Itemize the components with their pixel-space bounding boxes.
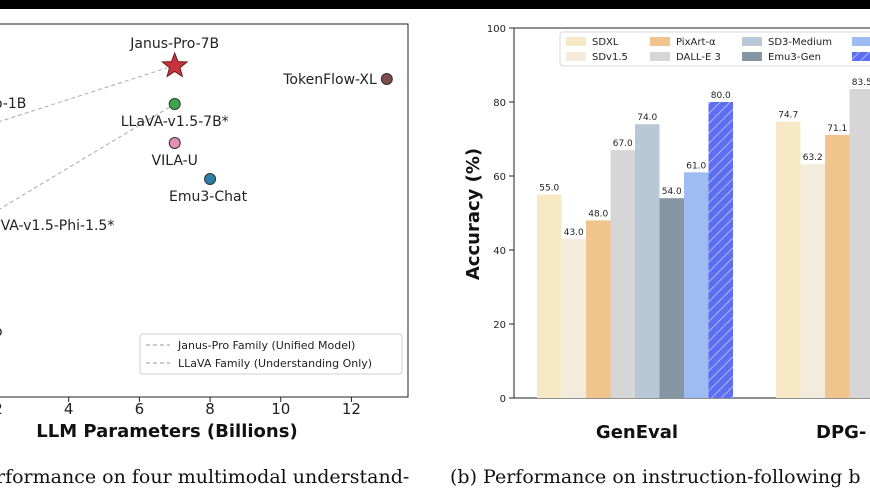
legend-swatch (852, 52, 870, 61)
category-label-dpg: DPG- (816, 422, 866, 443)
bar (610, 150, 635, 398)
legend-swatch (852, 37, 870, 46)
y-tick-label: 0 (500, 394, 506, 405)
point-marker-circle (168, 137, 181, 149)
x-tick-label: 12 (342, 400, 361, 418)
bar (800, 164, 825, 398)
top-dark-bar (0, 0, 870, 9)
point-label: TokenFlow-XL (282, 72, 377, 88)
y-tick-label: 80 (493, 98, 506, 109)
legend-entry-janus: Janus-Pro Family (Unified Model) (177, 339, 355, 352)
bar-value-label: 55.0 (539, 184, 559, 194)
x-tick-label: 2 (0, 400, 3, 418)
janus-family-trend-line (0, 67, 167, 122)
right-bar-chart: 0 20 40 60 80 100 55.0 43.0 48.0 67.0 74.0 54.0 61.… (463, 24, 870, 443)
caption-left: rformance on four multimodal understand- (0, 466, 410, 488)
x-tick-label: 8 (205, 400, 215, 418)
left-x-axis-label: LLM Parameters (Billions) (36, 421, 297, 442)
bar (586, 220, 611, 398)
left-legend: Janus-Pro Family (Unified Model) LLaVA F… (139, 333, 403, 375)
x-tick-label: 10 (271, 400, 290, 418)
bar (776, 121, 801, 399)
partial-label-1: o-1B (0, 96, 26, 112)
caption-right: (b) Performance on instruction-following… (450, 466, 861, 488)
left-scatter-chart: 2 4 6 8 10 12 Janus-Pro-7B TokenFlow-XL LLaVA-v… (0, 23, 409, 442)
legend-entry: Emu3-Gen (768, 52, 821, 63)
bar (684, 172, 709, 398)
legend-swatch (650, 37, 670, 46)
legend-entry: SD3-Medium (768, 37, 832, 48)
bar-value-label: 48.0 (588, 209, 608, 219)
x-tick-label: 4 (64, 400, 74, 418)
y-tick-label: 20 (493, 320, 506, 331)
bar (635, 124, 660, 398)
y-tick-label: 60 (493, 172, 506, 183)
y-tick-label: 100 (487, 24, 506, 35)
bar (537, 194, 562, 398)
point-label: Janus-Pro-7B (129, 36, 219, 52)
legend-entry: DALL-E 3 (676, 52, 721, 63)
bar-value-label: 43.0 (564, 228, 584, 238)
partial-label-2: aVA-v1.5-Phi-1.5* (0, 218, 114, 234)
point-marker-circle (204, 173, 217, 185)
bar-value-label: 61.0 (686, 161, 706, 171)
llava-family-trend-line (0, 103, 175, 210)
bar (708, 102, 733, 398)
legend-swatch (566, 52, 586, 61)
bar (561, 238, 586, 398)
bar-value-label: 63.2 (803, 153, 823, 163)
legend-swatch (566, 37, 586, 46)
bar-value-label: 54.0 (662, 187, 682, 197)
right-legend: SDXL SDv1.5 PixArt-α DALL-E 3 SD3-Medium Emu3… (559, 31, 870, 67)
bar-value-label: 71.1 (827, 124, 847, 134)
point-marker-circle (380, 73, 393, 85)
legend-swatch (650, 52, 670, 61)
bar-value-label: 74.7 (778, 111, 798, 121)
bar (849, 89, 870, 399)
legend-entry-llava: LLaVA Family (Understanding Only) (178, 357, 372, 370)
right-y-axis-label: Accuracy (%) (463, 148, 484, 280)
bar (825, 134, 850, 398)
bar-value-label: 67.0 (613, 139, 633, 149)
category-label-geneval: GenEval (596, 422, 678, 443)
legend-entry: PixArt-α (676, 37, 716, 48)
legend-swatch (742, 52, 762, 61)
point-label: VILA-U (152, 153, 198, 169)
point-label: LLaVA-v1.5-7B* (121, 114, 229, 130)
bar-value-label: 74.0 (637, 113, 657, 123)
bar-value-label: 80.0 (711, 91, 731, 101)
y-tick-label: 40 (493, 246, 506, 257)
point-marker-star (161, 51, 189, 78)
legend-entry: SDv1.5 (592, 52, 628, 63)
legend-entry: SDXL (592, 37, 619, 48)
left-plot-frame (0, 23, 409, 398)
partial-glyph-2: o (0, 324, 3, 340)
legend-swatch (742, 37, 762, 46)
x-tick-label: 6 (135, 400, 145, 418)
point-label: Emu3-Chat (169, 189, 248, 205)
bar-value-label: 83.5 (852, 78, 870, 88)
point-marker-circle (168, 98, 181, 110)
bar (659, 198, 684, 398)
